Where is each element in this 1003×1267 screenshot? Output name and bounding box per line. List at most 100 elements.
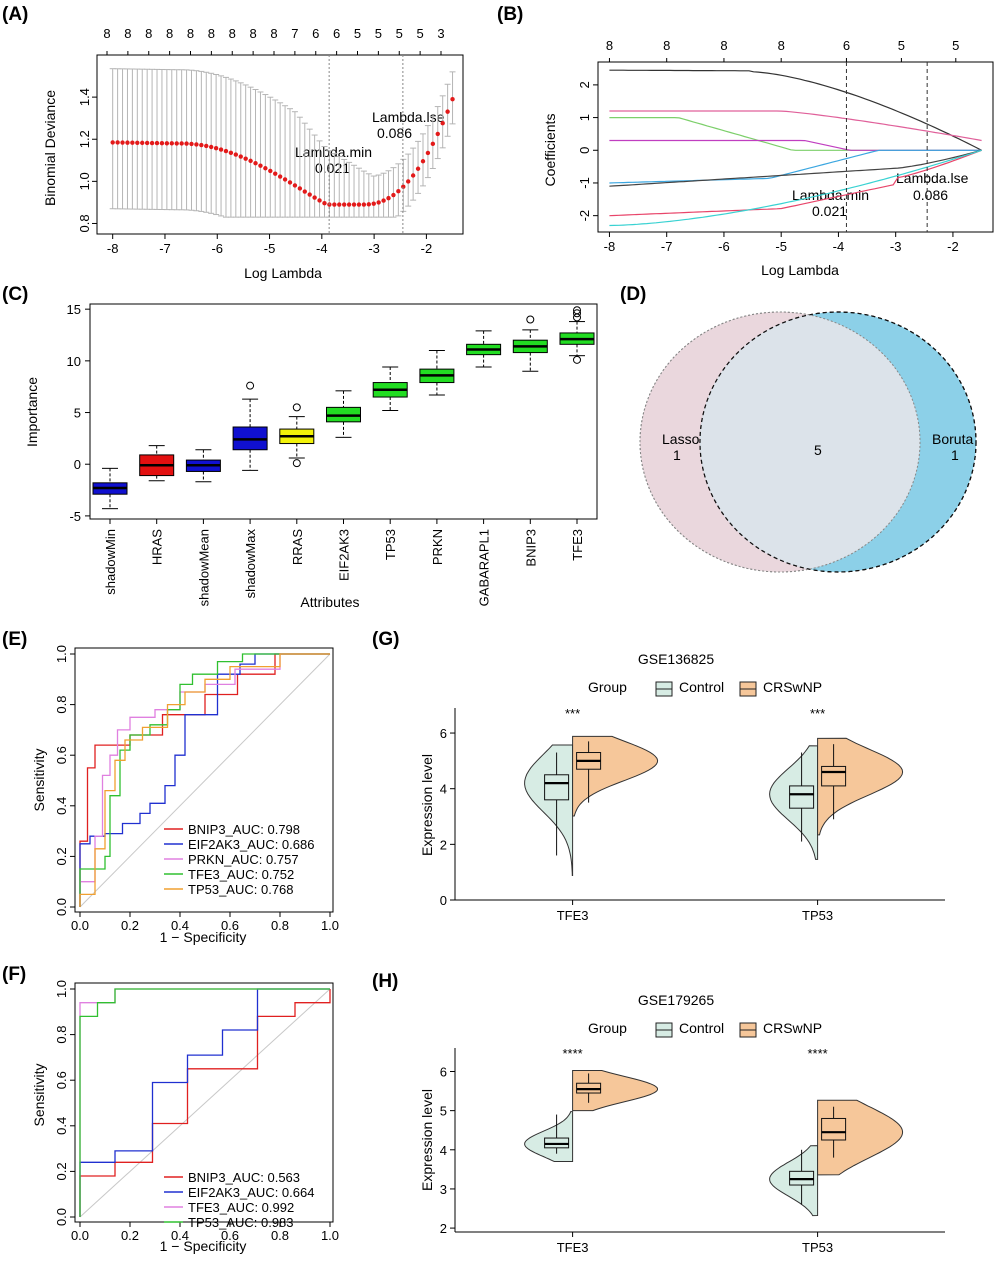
f-x-tick-label: 0.6 — [221, 1228, 239, 1243]
b-y-tick-label: 0 — [577, 147, 592, 154]
a-deviance-point — [223, 148, 229, 154]
b-x-tick-label: -2 — [947, 239, 959, 254]
b-y-axis-label: Coefficients — [542, 114, 558, 187]
g-y-tick-label: 0 — [440, 893, 447, 908]
b-x-tick-label: -7 — [661, 239, 673, 254]
e-legend-label: BNIP3_AUC: 0.798 — [188, 822, 300, 837]
b-lambda-1se-value: 0.086 — [913, 187, 948, 203]
a-deviance-point — [366, 202, 372, 207]
panel-label-d: (D) — [620, 284, 646, 305]
g-box-control — [544, 774, 570, 801]
a-deviance-point — [415, 166, 421, 171]
a-deviance-point — [238, 154, 243, 159]
b-coef-line-s4 — [609, 139, 982, 151]
a-deviance-point — [322, 201, 327, 206]
g-significance: *** — [565, 706, 580, 721]
b-x-tick-label: -3 — [890, 239, 902, 254]
c-x-tick-label: BNIP3 — [523, 529, 538, 567]
b-x-axis-label: Log Lambda — [761, 262, 839, 278]
a-deviance-point — [130, 140, 135, 145]
c-x-axis-label: Attributes — [300, 594, 359, 610]
b-y-tick-label: -1 — [577, 177, 592, 189]
f-legend-label: BNIP3_AUC: 0.563 — [188, 1170, 300, 1185]
a-top-tick-label: 3 — [437, 26, 444, 41]
b-lambda-min-value: 0.021 — [812, 203, 847, 219]
a-deviance-point — [287, 180, 293, 185]
a-top-tick-label: 8 — [145, 26, 152, 41]
a-deviance-point — [154, 140, 160, 146]
a-deviance-point — [302, 189, 307, 194]
a-deviance-point — [430, 141, 436, 147]
panel-label-g: (G) — [372, 629, 399, 650]
c-y-tick-label: 0 — [74, 457, 81, 472]
a-deviance-point — [248, 158, 253, 164]
b-top-tick-label: 5 — [898, 38, 905, 53]
a-deviance-point — [233, 152, 239, 157]
a-deviance-point — [445, 109, 450, 114]
h-legend-title: Group — [588, 1020, 627, 1036]
a-top-tick-label: 8 — [166, 26, 173, 41]
c-x-tick-label: TP53 — [383, 529, 398, 560]
a-deviance-point — [386, 195, 391, 201]
a-x-tick-label: -5 — [264, 241, 276, 256]
g-x-tick-label: TFE3 — [557, 908, 589, 923]
e-x-tick-label: 0.6 — [221, 918, 239, 933]
b-top-tick-label: 8 — [720, 38, 727, 53]
a-deviance-point — [420, 159, 426, 164]
b-x-tick-label: -8 — [604, 239, 616, 254]
a-deviance-point — [135, 140, 140, 145]
e-legend-label: TFE3_AUC: 0.752 — [188, 867, 294, 882]
f-x-axis-label: 1 − Specificity — [160, 1238, 247, 1254]
g-significance: *** — [810, 706, 825, 721]
b-coef-line-s3 — [609, 116, 982, 151]
g-violin-control — [524, 744, 574, 877]
a-deviance-point — [435, 131, 440, 137]
a-deviance-point — [346, 202, 352, 207]
a-x-tick-label: -2 — [421, 241, 433, 256]
a-lambda-min-value: 0.021 — [315, 160, 350, 176]
e-y-tick-label: 1.0 — [54, 645, 69, 663]
f-x-tick-label: 0.2 — [121, 1228, 139, 1243]
a-deviance-point — [110, 140, 115, 145]
a-deviance-point — [282, 177, 288, 182]
c-x-tick-label: GABARAPL1 — [477, 529, 492, 606]
e-y-tick-label: 0.2 — [54, 847, 69, 865]
a-deviance-point — [401, 184, 406, 189]
f-x-tick-label: 0.8 — [271, 1228, 289, 1243]
a-deviance-point — [204, 143, 209, 149]
a-deviance-point — [189, 141, 194, 147]
a-x-tick-label: -8 — [107, 241, 119, 256]
e-plot-frame — [74, 647, 334, 913]
g-legend-title: Group — [588, 679, 627, 695]
g-box-crswnp — [821, 765, 847, 787]
g-y-axis-label: Expression level — [419, 754, 435, 856]
a-deviance-point — [174, 141, 179, 146]
e-legend-label: EIF2AK3_AUC: 0.686 — [188, 837, 314, 852]
a-top-tick-label: 8 — [208, 26, 215, 41]
e-y-tick-label: 0.8 — [54, 696, 69, 714]
b-top-tick-label: 8 — [606, 38, 613, 53]
a-top-tick-label: 5 — [375, 26, 382, 41]
a-deviance-point — [356, 202, 362, 207]
h-y-tick-label: 2 — [440, 1221, 447, 1236]
b-y-tick-label: -2 — [577, 210, 592, 222]
e-y-tick-label: 0.6 — [54, 746, 69, 764]
a-deviance-point — [371, 201, 376, 206]
b-y-tick-label: 1 — [577, 114, 592, 121]
f-legend-label: EIF2AK3_AUC: 0.664 — [188, 1185, 314, 1200]
a-deviance-point — [410, 173, 416, 178]
a-deviance-point — [312, 195, 317, 200]
a-deviance-point — [332, 202, 337, 207]
b-coef-line-s7 — [609, 149, 982, 217]
c-x-tick-label: HRAS — [150, 529, 165, 565]
a-y-tick-label: 1.2 — [77, 130, 92, 148]
a-top-tick-label: 5 — [396, 26, 403, 41]
a-top-tick-label: 8 — [250, 26, 257, 41]
a-x-axis-label: Log Lambda — [244, 265, 322, 281]
f-x-tick-label: 1.0 — [321, 1228, 339, 1243]
a-deviance-point — [268, 168, 273, 174]
b-x-tick-label: -4 — [833, 239, 845, 254]
b-y-tick-label: 2 — [577, 81, 592, 88]
h-y-axis-label: Expression level — [419, 1089, 435, 1191]
c-outlier — [573, 313, 581, 322]
